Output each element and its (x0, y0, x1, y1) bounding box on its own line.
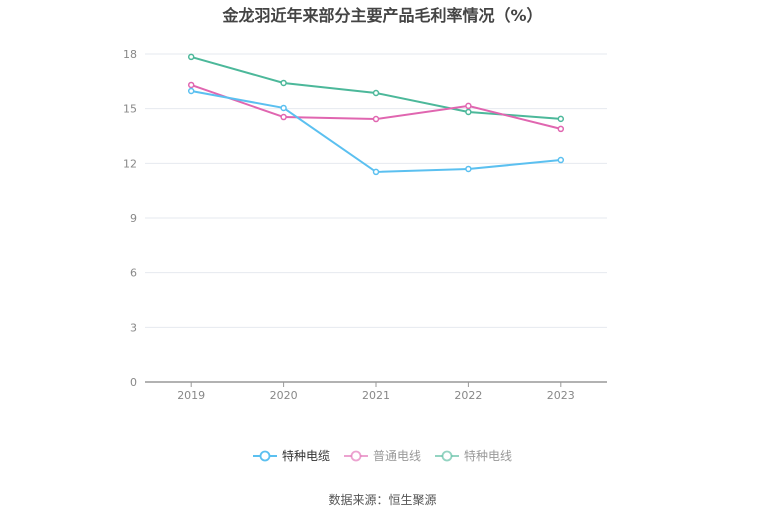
y-tick-label: 0 (130, 376, 137, 389)
data-point[interactable] (557, 125, 565, 133)
data-point[interactable] (372, 89, 380, 97)
legend: 特种电缆 普通电线 特种电线 (0, 447, 765, 464)
x-tick-label: 2023 (547, 389, 575, 402)
data-point[interactable] (280, 104, 287, 112)
legend-item[interactable]: 特种电缆 (252, 447, 330, 464)
y-tick-label: 18 (123, 48, 137, 61)
y-tick-label: 3 (130, 321, 137, 334)
data-point[interactable] (465, 108, 472, 116)
y-tick-label: 15 (123, 103, 137, 116)
chart-title: 金龙羽近年来部分主要产品毛利率情况（%） (222, 6, 543, 25)
y-tick-label: 6 (130, 267, 137, 280)
data-point[interactable] (372, 168, 380, 176)
legend-label: 普通电线 (372, 449, 421, 463)
data-point[interactable] (280, 79, 287, 87)
legend-label: 特种电缆 (281, 449, 330, 463)
data-point[interactable] (557, 156, 565, 164)
series-line (190, 55, 561, 120)
data-point[interactable] (187, 87, 195, 95)
x-tick-label: 2019 (177, 389, 205, 402)
y-tick-label: 9 (130, 212, 137, 225)
legend-item[interactable]: 特种电线 (435, 447, 512, 464)
data-point[interactable] (465, 165, 472, 173)
legend-item[interactable]: 普通电线 (343, 447, 421, 464)
line-chart: 0 3 6 9 12 15 18 2019 2020 2021 2022 2023 (123, 48, 607, 402)
x-tick-label: 2021 (362, 389, 390, 402)
legend-label: 特种电线 (464, 449, 513, 463)
data-point[interactable] (187, 81, 195, 89)
legend-line-icon (435, 450, 459, 461)
y-tick-label: 12 (123, 157, 137, 170)
x-tick-label: 2022 (454, 389, 482, 402)
data-point[interactable] (372, 115, 380, 123)
data-point[interactable] (187, 53, 195, 61)
data-point[interactable] (557, 115, 565, 123)
data-point[interactable] (280, 113, 287, 121)
legend-line-icon (343, 450, 368, 461)
data-point[interactable] (465, 102, 472, 110)
data-source: 数据来源：恒生聚源 (328, 493, 437, 507)
x-tick-label: 2020 (270, 389, 298, 402)
legend-line-icon (252, 450, 277, 461)
series-line (191, 90, 561, 173)
